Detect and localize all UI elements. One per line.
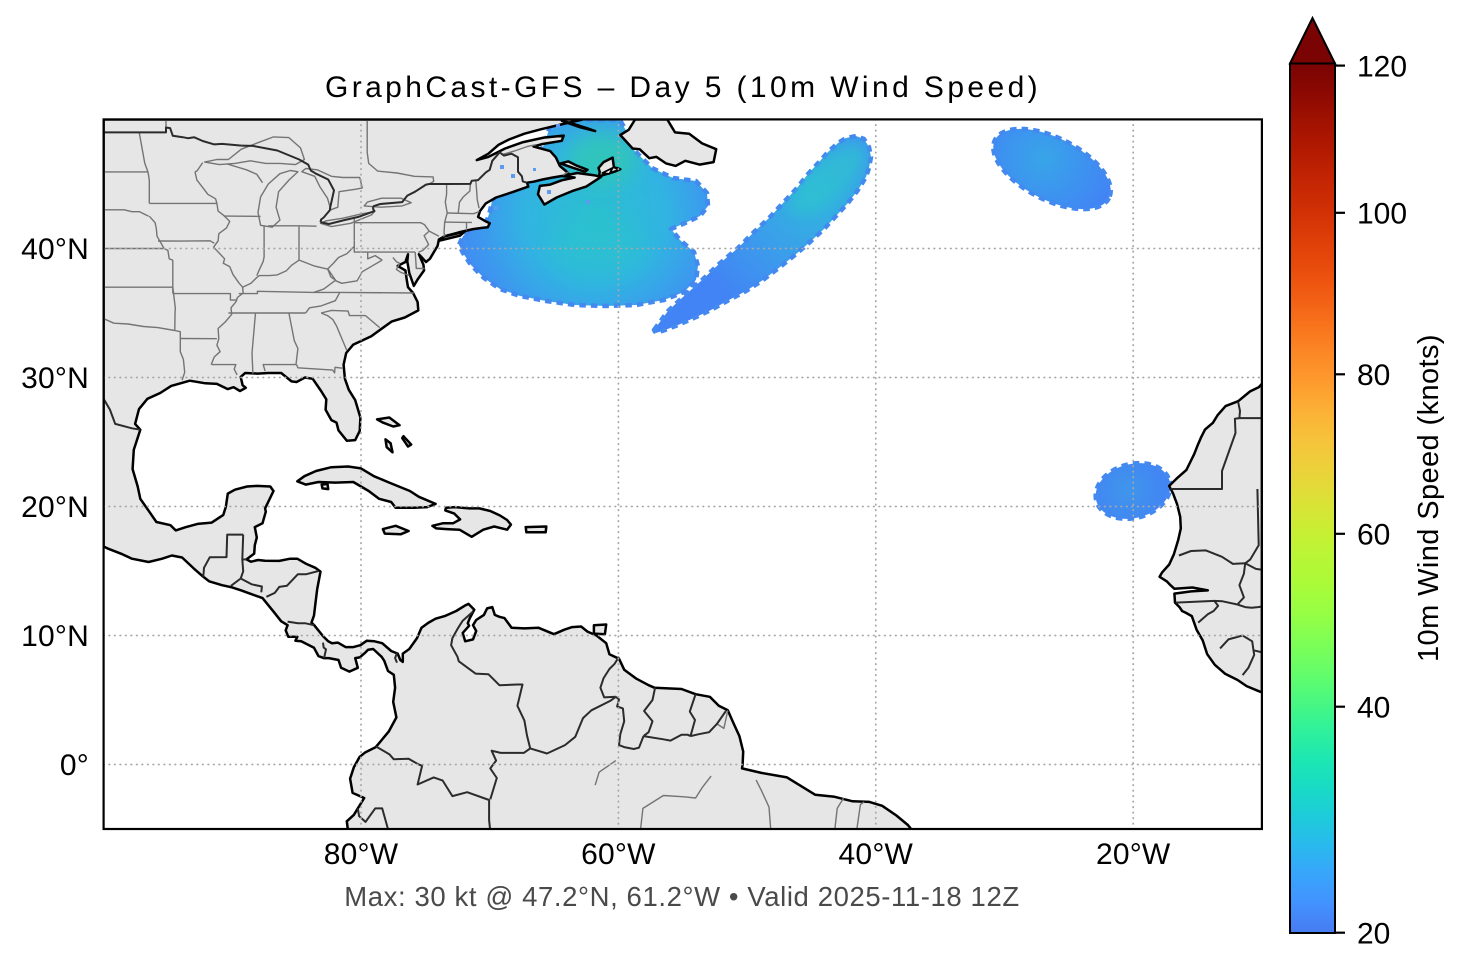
svg-text:80: 80 (1357, 359, 1390, 392)
svg-text:Max: 30 kt @ 47.2°N, 61.2°W •: Max: 30 kt @ 47.2°N, 61.2°W • Valid 2025… (344, 881, 1020, 912)
svg-text:60: 60 (1357, 519, 1390, 552)
svg-text:40: 40 (1357, 691, 1390, 724)
svg-text:40°W: 40°W (839, 838, 914, 871)
svg-text:20: 20 (1357, 917, 1390, 950)
svg-text:100: 100 (1357, 198, 1407, 231)
svg-text:80°W: 80°W (324, 838, 399, 871)
svg-text:GraphCast-GFS – Day 5 (10m Win: GraphCast-GFS – Day 5 (10m Wind Speed) (325, 71, 1041, 104)
svg-text:40°N: 40°N (21, 233, 89, 266)
svg-text:60°W: 60°W (581, 838, 656, 871)
svg-text:20°W: 20°W (1096, 838, 1171, 871)
svg-text:10°N: 10°N (21, 620, 89, 653)
svg-text:120: 120 (1357, 50, 1407, 83)
svg-text:30°N: 30°N (21, 362, 89, 395)
svg-text:0°: 0° (60, 749, 89, 782)
svg-text:20°N: 20°N (21, 491, 89, 524)
svg-text:10m Wind Speed (knots): 10m Wind Speed (knots) (1413, 334, 1445, 662)
